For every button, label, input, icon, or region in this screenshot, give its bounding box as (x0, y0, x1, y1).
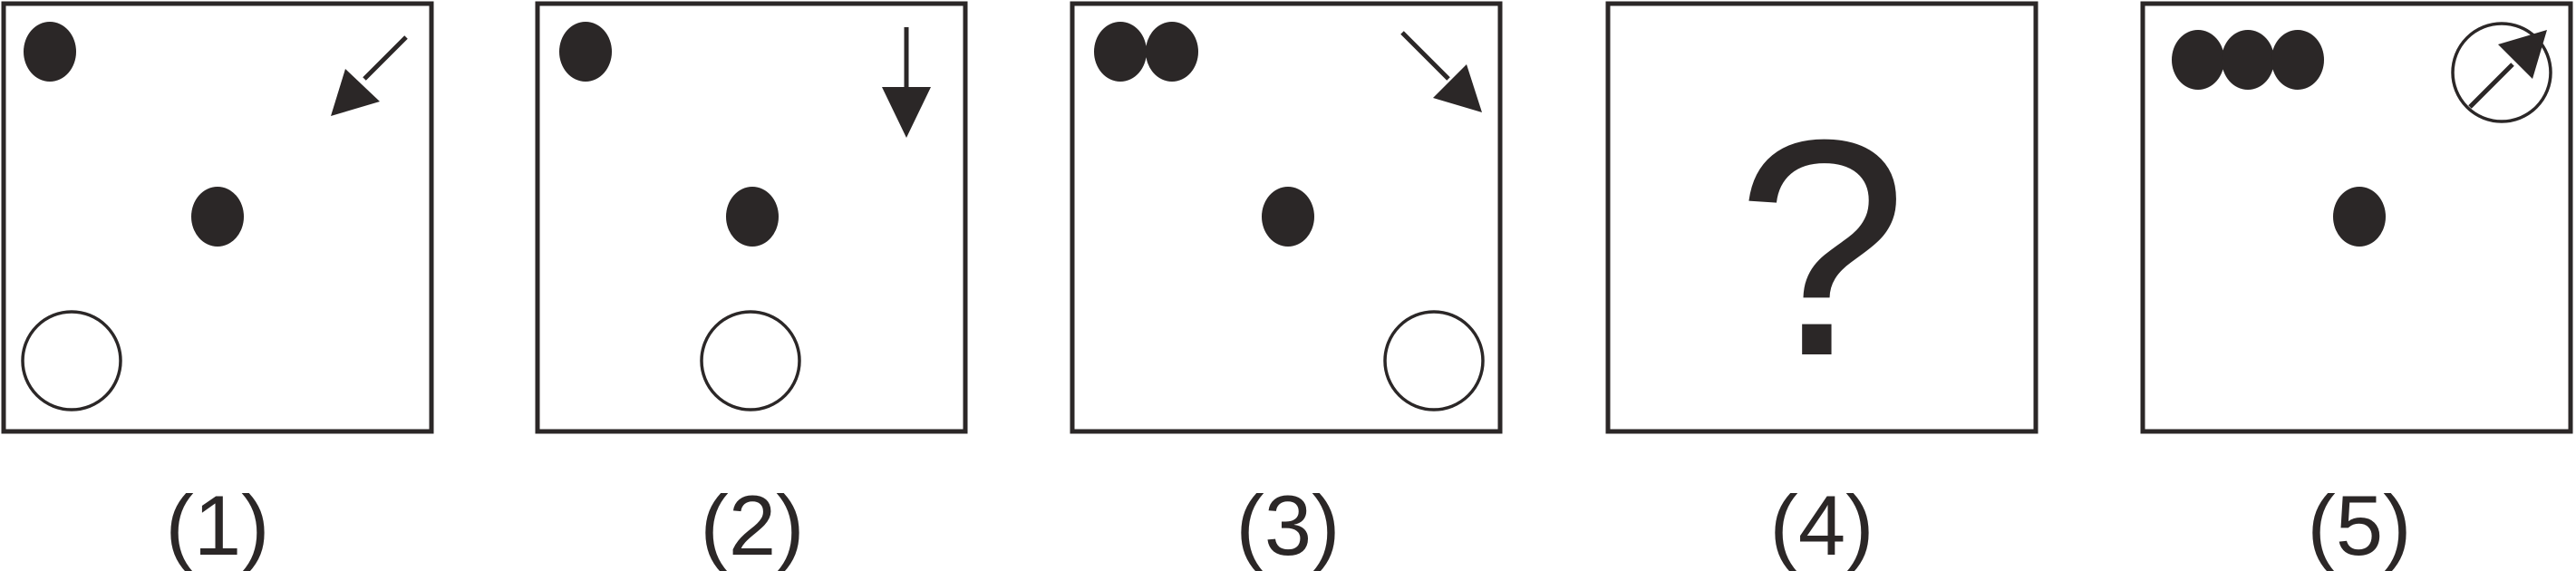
panel-4-label: (4) (1770, 478, 1874, 571)
panel-1-top-dot (24, 22, 76, 82)
panel-3-open-circle (1383, 310, 1485, 411)
panel-3-top-dot-2 (1146, 22, 1198, 82)
panel-3-label: (3) (1236, 478, 1341, 571)
panel-1-arrow-icon (331, 35, 408, 116)
panel-2-label: (2) (701, 478, 805, 571)
panel-2-arrow-icon (882, 27, 931, 138)
panel-1: (1) (1, 1, 434, 571)
panel-3-arrow-icon (1400, 31, 1482, 112)
panel-3: (3) (1070, 1, 1503, 571)
panel-2-open-circle (700, 310, 801, 411)
panel-5: (5) (2140, 1, 2573, 571)
panel-5-label: (5) (2308, 478, 2412, 571)
panel-4-question-mark: ? (1736, 76, 1907, 421)
panel-3-center-dot (1262, 187, 1314, 247)
panel-5-circled-arrow-icon (2451, 22, 2552, 123)
panel-3-top-dot-1 (1094, 22, 1147, 82)
panel-5-top-dot-1 (2172, 30, 2224, 90)
panel-5-top-dot-2 (2222, 30, 2274, 90)
panel-1-center-dot (191, 187, 244, 247)
panel-2-top-dot (559, 22, 612, 82)
panel-4: ? (4) (1605, 1, 2039, 571)
panel-1-open-circle (21, 310, 122, 411)
panel-2: (2) (535, 1, 968, 571)
panel-1-label: (1) (166, 478, 270, 571)
panel-5-top-dot-3 (2271, 30, 2324, 90)
panel-4-frame (1605, 1, 2039, 434)
panel-5-center-dot (2333, 187, 2386, 247)
panel-2-center-dot (726, 187, 779, 247)
